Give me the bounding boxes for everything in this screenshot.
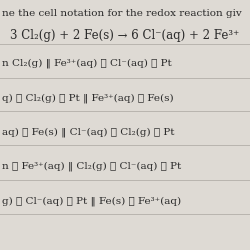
Text: n ❘ Fe³⁺(aq) ‖ Cl₂(g) ❘ Cl⁻(aq) ❘ Pt: n ❘ Fe³⁺(aq) ‖ Cl₂(g) ❘ Cl⁻(aq) ❘ Pt: [2, 161, 182, 171]
Text: q) ❘ Cl₂(g) ❘ Pt ‖ Fe³⁺(aq) ❘ Fe(s): q) ❘ Cl₂(g) ❘ Pt ‖ Fe³⁺(aq) ❘ Fe(s): [2, 94, 174, 104]
Text: n Cl₂(g) ‖ Fe³⁺(aq) ❘ Cl⁻(aq) ❘ Pt: n Cl₂(g) ‖ Fe³⁺(aq) ❘ Cl⁻(aq) ❘ Pt: [2, 59, 172, 68]
Text: 3 Cl₂(g) + 2 Fe(s) → 6 Cl⁻(aq) + 2 Fe³⁺: 3 Cl₂(g) + 2 Fe(s) → 6 Cl⁻(aq) + 2 Fe³⁺: [10, 29, 239, 42]
Text: ne the cell notation for the redox reaction giv: ne the cell notation for the redox react…: [2, 9, 242, 18]
Text: g) ❘ Cl⁻(aq) ❘ Pt ‖ Fe(s) ❘ Fe³⁺(aq): g) ❘ Cl⁻(aq) ❘ Pt ‖ Fe(s) ❘ Fe³⁺(aq): [2, 196, 182, 206]
Text: aq) ❘ Fe(s) ‖ Cl⁻(aq) ❘ Cl₂(g) ❘ Pt: aq) ❘ Fe(s) ‖ Cl⁻(aq) ❘ Cl₂(g) ❘ Pt: [2, 128, 175, 137]
